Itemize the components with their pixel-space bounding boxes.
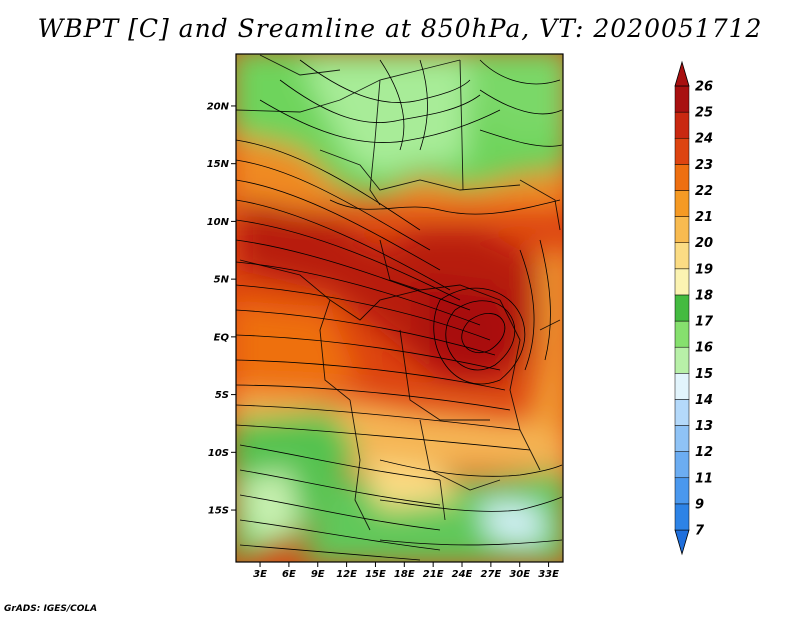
lon-tick-label: 9E bbox=[311, 569, 325, 580]
longitude-axis: 3E 6E 9E 12E 15E 18E 21E 24E 27E 30E 33E bbox=[253, 562, 559, 580]
colorbar-box bbox=[674, 399, 690, 426]
colorbar-box bbox=[674, 242, 690, 270]
colorbar-label: 20 bbox=[695, 236, 713, 251]
colorbar-label: 12 bbox=[695, 445, 713, 460]
wbpt-field bbox=[236, 54, 563, 562]
colorbar-label: 22 bbox=[695, 184, 713, 199]
colorbar-box bbox=[674, 268, 690, 296]
lon-tick-label: 33E bbox=[538, 569, 559, 580]
latitude-axis: 20N 15N 10N 5N EQ 5S 10S 15S bbox=[207, 101, 236, 517]
lon-tick-label: 12E bbox=[336, 569, 357, 580]
lat-tick-label: 20N bbox=[207, 101, 230, 112]
lat-tick-label: 10N bbox=[207, 217, 230, 228]
colorbar-box bbox=[674, 477, 690, 505]
colorbar-box bbox=[674, 85, 690, 113]
lat-tick-label: 5S bbox=[215, 390, 229, 401]
colorbar-label: 14 bbox=[695, 393, 713, 408]
colorbar-box bbox=[674, 425, 690, 452]
colorbar-box bbox=[674, 346, 690, 374]
lon-tick-label: 3E bbox=[253, 569, 267, 580]
lat-tick-label: 15S bbox=[208, 506, 229, 517]
lon-tick-label: 24E bbox=[452, 569, 473, 580]
lat-tick-label: 10S bbox=[208, 448, 229, 459]
map-title: WBPT [C] and Sreamline at 850hPa, VT: 20… bbox=[37, 14, 763, 43]
country-borders bbox=[236, 54, 561, 531]
lon-tick-label: 27E bbox=[480, 569, 501, 580]
colorbar-lower-extend bbox=[674, 529, 690, 556]
lon-tick-label: 21E bbox=[423, 569, 444, 580]
colorbar-label: 21 bbox=[695, 210, 713, 225]
colorbar-label: 11 bbox=[695, 471, 713, 486]
colorbar-box bbox=[674, 320, 690, 348]
colorbar-box bbox=[674, 503, 690, 531]
lat-tick-label: 5N bbox=[214, 275, 230, 286]
lat-tick-label: EQ bbox=[214, 332, 230, 343]
lon-tick-label: 18E bbox=[394, 569, 415, 580]
colorbar-label: 9 bbox=[695, 497, 704, 512]
lon-tick-label: 30E bbox=[509, 569, 530, 580]
colorbar-box bbox=[674, 373, 690, 400]
colorbar-label: 18 bbox=[695, 288, 713, 303]
colorbar: 7 9 11 12 13 14 15 16 17 18 19 20 21 22 23 24 25 26 bbox=[674, 60, 714, 556]
colorbar-box bbox=[674, 137, 690, 165]
streamlines bbox=[236, 59, 563, 561]
colorbar-label: 17 bbox=[695, 315, 714, 330]
colorbar-label: 13 bbox=[695, 419, 713, 434]
lon-tick-label: 6E bbox=[282, 569, 296, 580]
colorbar-box bbox=[674, 216, 690, 243]
colorbar-label: 25 bbox=[695, 106, 713, 121]
colorbar-label: 26 bbox=[695, 80, 713, 95]
colorbar-label: 7 bbox=[695, 524, 705, 539]
colorbar-box bbox=[674, 164, 690, 191]
credit-label: GrADS: IGES/COLA bbox=[4, 604, 98, 614]
colorbar-label: 23 bbox=[695, 158, 713, 173]
colorbar-label: 19 bbox=[695, 262, 713, 277]
map-frame bbox=[235, 53, 564, 563]
colorbar-box bbox=[674, 190, 690, 217]
colorbar-box bbox=[674, 451, 690, 479]
colorbar-upper-extend bbox=[674, 60, 690, 87]
lon-tick-label: 15E bbox=[365, 569, 386, 580]
lat-tick-label: 15N bbox=[207, 159, 230, 170]
colorbar-label: 24 bbox=[695, 132, 713, 147]
colorbar-box bbox=[674, 294, 690, 322]
colorbar-box bbox=[674, 111, 690, 139]
colorbar-label: 16 bbox=[695, 341, 713, 356]
colorbar-label: 15 bbox=[695, 367, 713, 382]
